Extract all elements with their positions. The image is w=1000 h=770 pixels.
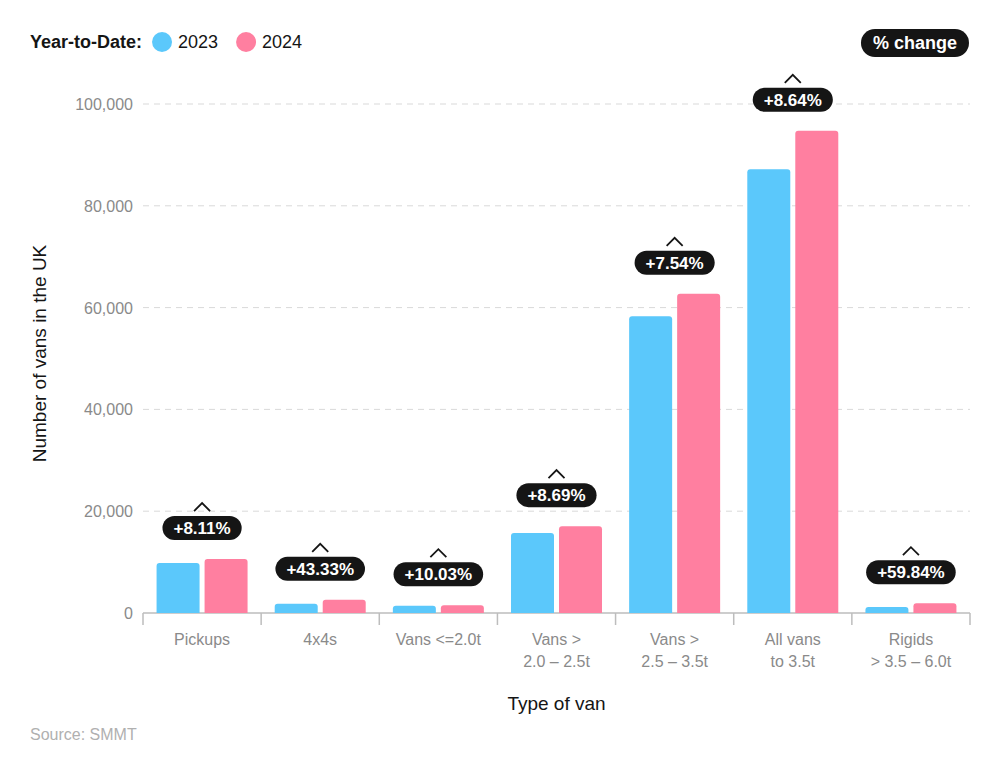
bar bbox=[323, 600, 366, 613]
x-tick-label-line: Vans > bbox=[650, 631, 699, 648]
source: Source: SMMT bbox=[30, 726, 137, 743]
annotations: +8.11% +43.33% +10.03% +8.69% +7.54% +8.64% +5… bbox=[162, 75, 955, 586]
bar bbox=[441, 605, 484, 613]
annotation-caret bbox=[430, 549, 446, 557]
bar bbox=[865, 607, 908, 613]
annotation-title: % change bbox=[873, 33, 957, 53]
y-axis-label: Number of vans in the UK bbox=[29, 244, 50, 462]
annotation-label: +7.54% bbox=[646, 254, 704, 273]
x-tick-label-line: Vans > bbox=[532, 631, 581, 648]
annotation-pill bbox=[516, 483, 596, 507]
annotation-caret bbox=[194, 503, 210, 511]
legend-label: 2023 bbox=[178, 32, 218, 52]
annotation-caret bbox=[667, 238, 683, 246]
annotation-caret bbox=[312, 544, 328, 552]
y-tick-label: 60,000 bbox=[84, 300, 133, 317]
x-tick bbox=[615, 613, 617, 625]
bar bbox=[511, 533, 554, 613]
grid-line bbox=[143, 104, 970, 105]
legend-swatch bbox=[236, 32, 256, 52]
x-axis bbox=[143, 612, 970, 614]
x-tick-label: Pickups bbox=[174, 631, 230, 648]
x-tick-label-line: > 3.5 – 6.0t bbox=[871, 653, 952, 670]
bar bbox=[795, 131, 838, 613]
grid-line bbox=[143, 511, 970, 512]
y-tick-label: 80,000 bbox=[84, 198, 133, 215]
x-tick-label-line: 2.0 – 2.5t bbox=[523, 653, 590, 670]
x-tick-label: 4x4s bbox=[303, 631, 337, 648]
annotation-label: +8.69% bbox=[527, 486, 585, 505]
y-tick-label: 20,000 bbox=[84, 503, 133, 520]
annotation-pill bbox=[753, 88, 833, 112]
x-tick-label-line: All vans bbox=[765, 631, 821, 648]
chart-root: 0 20,000 40,000 60,000 80,000 100,000 Pickups 4… bbox=[0, 0, 1000, 770]
annotation-label: +8.11% bbox=[173, 519, 230, 538]
x-tick-label-line: to 3.5t bbox=[771, 653, 816, 670]
x-tick-label: Vans > 2.0 – 2.5t bbox=[523, 631, 590, 670]
legend-swatch bbox=[152, 32, 172, 52]
bars bbox=[157, 131, 957, 613]
annotation-caret bbox=[903, 547, 919, 555]
x-tick bbox=[142, 613, 144, 625]
grid-line bbox=[143, 307, 970, 308]
x-tick bbox=[497, 613, 499, 625]
bar bbox=[205, 559, 248, 613]
annotation-pill bbox=[866, 560, 956, 584]
x-tick-label-line: Vans <=2.0t bbox=[396, 631, 482, 648]
legend: Year-to-Date: 2023 2024 bbox=[30, 32, 302, 52]
x-tick-label-line: 2.5 – 3.5t bbox=[641, 653, 708, 670]
annotation-pill bbox=[394, 562, 484, 586]
bar bbox=[629, 316, 672, 613]
bar bbox=[393, 606, 436, 613]
annotation-pill bbox=[635, 251, 715, 275]
grid bbox=[143, 104, 970, 511]
x-tick bbox=[733, 613, 735, 625]
annotation-label: +59.84% bbox=[877, 563, 945, 582]
annotation-label: +8.64% bbox=[764, 91, 822, 110]
x-tick bbox=[969, 613, 971, 625]
legend-title: Year-to-Date: bbox=[30, 32, 142, 52]
x-axis-label: Type of van bbox=[507, 693, 605, 714]
x-tick-label-line: Pickups bbox=[174, 631, 230, 648]
y-tick-label: 100,000 bbox=[75, 96, 133, 113]
bar bbox=[559, 526, 602, 613]
legend-label: 2024 bbox=[262, 32, 302, 52]
y-tick-label: 0 bbox=[124, 605, 133, 622]
x-tick-label: Vans <=2.0t bbox=[396, 631, 482, 648]
x-tick-label-line: 4x4s bbox=[303, 631, 337, 648]
bar bbox=[677, 294, 720, 613]
annotation-pill bbox=[162, 516, 241, 540]
annotation-label: +43.33% bbox=[286, 560, 354, 579]
annotation-label: +10.03% bbox=[405, 565, 473, 584]
y-tick-label: 40,000 bbox=[84, 401, 133, 418]
x-tick-label: All vans to 3.5t bbox=[765, 631, 821, 670]
x-tick-label: Rigids > 3.5 – 6.0t bbox=[871, 631, 952, 670]
annotation-caret bbox=[785, 75, 801, 83]
x-tick bbox=[379, 613, 381, 625]
annotation-pill bbox=[275, 557, 365, 581]
bar bbox=[157, 563, 200, 613]
x-tick bbox=[851, 613, 853, 625]
annotation-title-pill bbox=[861, 29, 969, 57]
x-tick-label: Vans > 2.5 – 3.5t bbox=[641, 631, 708, 670]
grid-line bbox=[143, 409, 970, 410]
grid-line bbox=[143, 205, 970, 206]
x-tick bbox=[260, 613, 262, 625]
chart: 0 20,000 40,000 60,000 80,000 100,000 Pickups 4… bbox=[0, 0, 1000, 770]
bar bbox=[913, 603, 956, 613]
annotation-caret bbox=[549, 470, 565, 478]
bar bbox=[747, 169, 790, 613]
bar bbox=[275, 604, 318, 613]
x-tick-label-line: Rigids bbox=[889, 631, 933, 648]
